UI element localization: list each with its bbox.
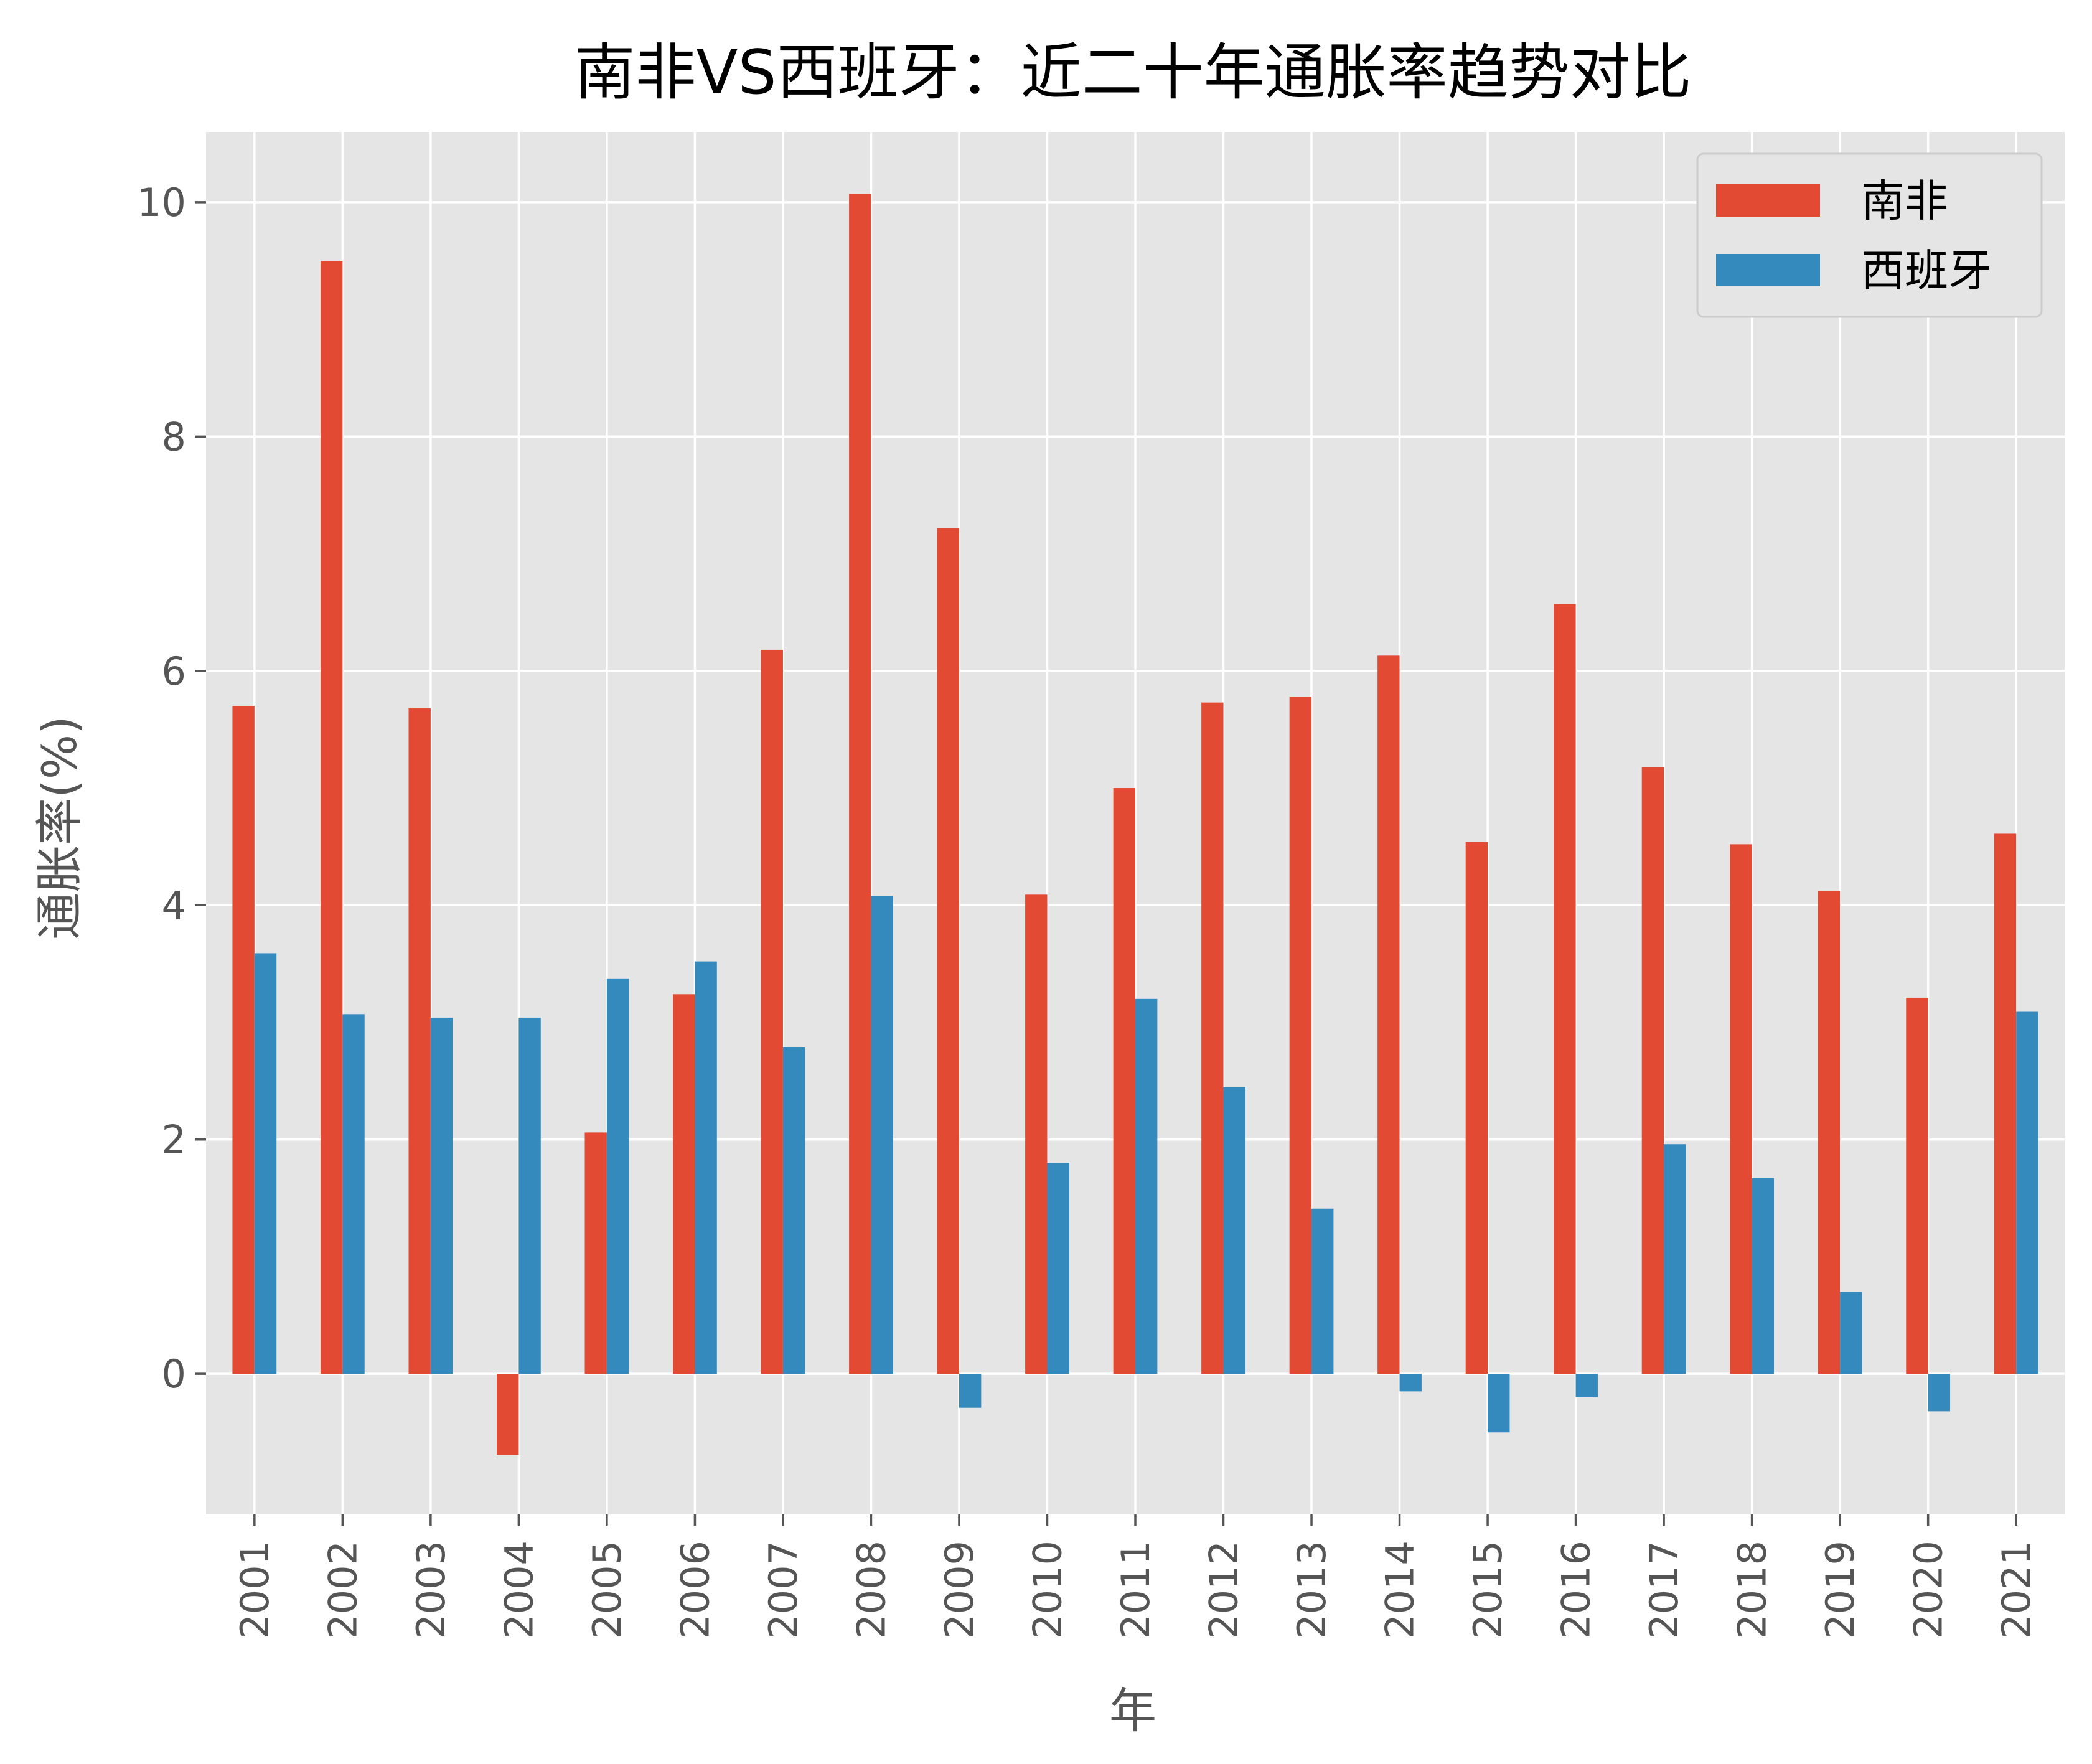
x-axis-label: 年: [1109, 1683, 1156, 1738]
bar-spain-2009: [959, 1374, 982, 1408]
x-tick-label: 2004: [496, 1541, 542, 1639]
bar-spain-2017: [1664, 1144, 1686, 1374]
bar-spain-2013: [1311, 1208, 1334, 1374]
bar-spain-2016: [1575, 1374, 1598, 1397]
y-tick-label: 4: [162, 883, 186, 928]
bar-south-africa-2015: [1465, 842, 1488, 1374]
bar-south-africa-2004: [497, 1374, 519, 1455]
x-tick-label: 2019: [1818, 1541, 1863, 1639]
bar-south-africa-2020: [1906, 997, 1928, 1374]
y-tick-label: 10: [137, 180, 186, 225]
x-tick-label: 2018: [1730, 1541, 1775, 1639]
chart-title: 南非VS西班牙：近二十年通胀率趋势对比: [574, 37, 1691, 108]
bar-south-africa-2006: [673, 994, 695, 1374]
bar-south-africa-2009: [937, 528, 959, 1374]
bar-spain-2005: [606, 978, 629, 1374]
x-tick-label: 2016: [1554, 1541, 1599, 1639]
x-tick-label: 2015: [1465, 1541, 1511, 1639]
x-tick-label: 2013: [1289, 1541, 1334, 1639]
bar-south-africa-2007: [761, 649, 783, 1374]
x-tick-label: 2005: [584, 1541, 630, 1639]
bar-south-africa-2010: [1025, 894, 1048, 1374]
x-tick-label: 2006: [672, 1541, 718, 1639]
bar-spain-2014: [1399, 1374, 1422, 1392]
bar-spain-2001: [254, 953, 277, 1374]
bar-spain-2021: [2016, 1011, 2038, 1374]
y-axis: 0 2 4 6 8 10: [137, 180, 206, 1397]
legend-label-south-africa: 南非: [1861, 176, 1948, 227]
bar-south-africa-2005: [584, 1132, 607, 1374]
x-tick-label: 2020: [1906, 1541, 1951, 1639]
bar-south-africa-2002: [320, 261, 343, 1374]
bars: [232, 194, 2038, 1455]
bar-spain-2007: [782, 1047, 805, 1374]
bar-south-africa-2014: [1377, 655, 1400, 1374]
x-tick-label: 2002: [320, 1541, 365, 1639]
x-tick-label: 2008: [848, 1541, 894, 1639]
x-tick-label: 2011: [1113, 1541, 1158, 1639]
bar-south-africa-2019: [1818, 891, 1841, 1374]
bar-spain-2003: [430, 1017, 453, 1374]
x-tick-label: 2017: [1641, 1541, 1687, 1639]
bar-spain-2008: [871, 896, 893, 1374]
x-tick-label: 2003: [408, 1541, 454, 1639]
y-tick-label: 0: [162, 1351, 186, 1397]
bar-south-africa-2018: [1730, 844, 1752, 1374]
y-tick-label: 8: [162, 414, 186, 459]
bar-spain-2020: [1928, 1374, 1951, 1412]
x-axis: 2001 2002 2003 2004 2005 2006 2007 2008 2009 2010…: [232, 1514, 2039, 1639]
x-tick-label: 2012: [1201, 1541, 1247, 1639]
x-tick-label: 2007: [761, 1541, 806, 1639]
bar-spain-2015: [1488, 1374, 1510, 1433]
y-tick-label: 2: [162, 1117, 186, 1163]
bar-south-africa-2001: [232, 706, 255, 1374]
x-tick-label: 2014: [1377, 1541, 1423, 1639]
x-tick-label: 2001: [232, 1541, 278, 1639]
bar-south-africa-2013: [1289, 697, 1312, 1374]
bar-south-africa-2003: [408, 708, 431, 1374]
legend-swatch-south-africa: [1716, 184, 1820, 217]
bar-south-africa-2012: [1201, 702, 1224, 1374]
y-axis-label: 通胀率(%): [32, 716, 87, 940]
legend-label-spain: 西班牙: [1861, 245, 1992, 296]
bar-spain-2011: [1135, 998, 1158, 1374]
bar-spain-2004: [518, 1017, 541, 1374]
bar-south-africa-2008: [849, 194, 871, 1374]
bar-spain-2006: [695, 961, 717, 1374]
bar-south-africa-2016: [1554, 604, 1576, 1374]
bar-south-africa-2011: [1113, 788, 1135, 1374]
x-tick-label: 2021: [1994, 1541, 2039, 1639]
bar-south-africa-2017: [1641, 767, 1664, 1374]
x-tick-label: 2009: [937, 1541, 982, 1639]
x-tick-label: 2010: [1025, 1541, 1070, 1639]
legend-swatch-spain: [1716, 254, 1820, 286]
y-tick-label: 6: [162, 649, 186, 694]
bar-south-africa-2021: [1994, 833, 2017, 1374]
bar-spain-2019: [1840, 1292, 1862, 1374]
bar-spain-2018: [1752, 1178, 1774, 1374]
bar-spain-2002: [342, 1014, 365, 1374]
bar-spain-2012: [1223, 1086, 1245, 1374]
bar-spain-2010: [1047, 1163, 1069, 1374]
